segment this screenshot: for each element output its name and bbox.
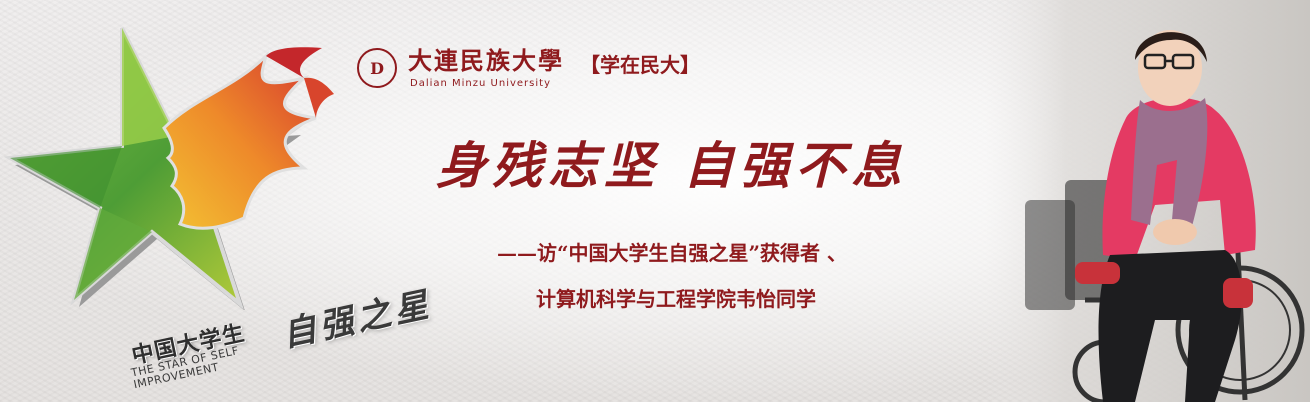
- university-name-en: Dalian Minzu University: [410, 78, 551, 89]
- flame-shape: [162, 50, 317, 230]
- column-tag: 【学在民大】: [580, 53, 700, 77]
- background-chair: [1025, 200, 1075, 310]
- glasses-icon: [1143, 53, 1195, 70]
- university-seal-icon: D: [357, 48, 397, 88]
- face: [1138, 30, 1202, 106]
- seal-glyph: D: [370, 58, 384, 78]
- subtitle-line-1: ——访“中国大学生自强之星”获得者 、: [497, 241, 847, 265]
- hands: [1153, 219, 1197, 245]
- university-name: 大連民族大學: [408, 46, 564, 75]
- black-pants: [1098, 250, 1242, 402]
- purple-scarf: [1131, 98, 1208, 232]
- hair: [1135, 32, 1207, 62]
- student-photo: [985, 0, 1310, 402]
- headline: 身残志坚 自强不息: [436, 136, 908, 195]
- star-of-self-improvement-emblem: [3, 27, 334, 310]
- subtitle-line-2: 计算机科学与工程学院韦怡同学: [536, 287, 816, 311]
